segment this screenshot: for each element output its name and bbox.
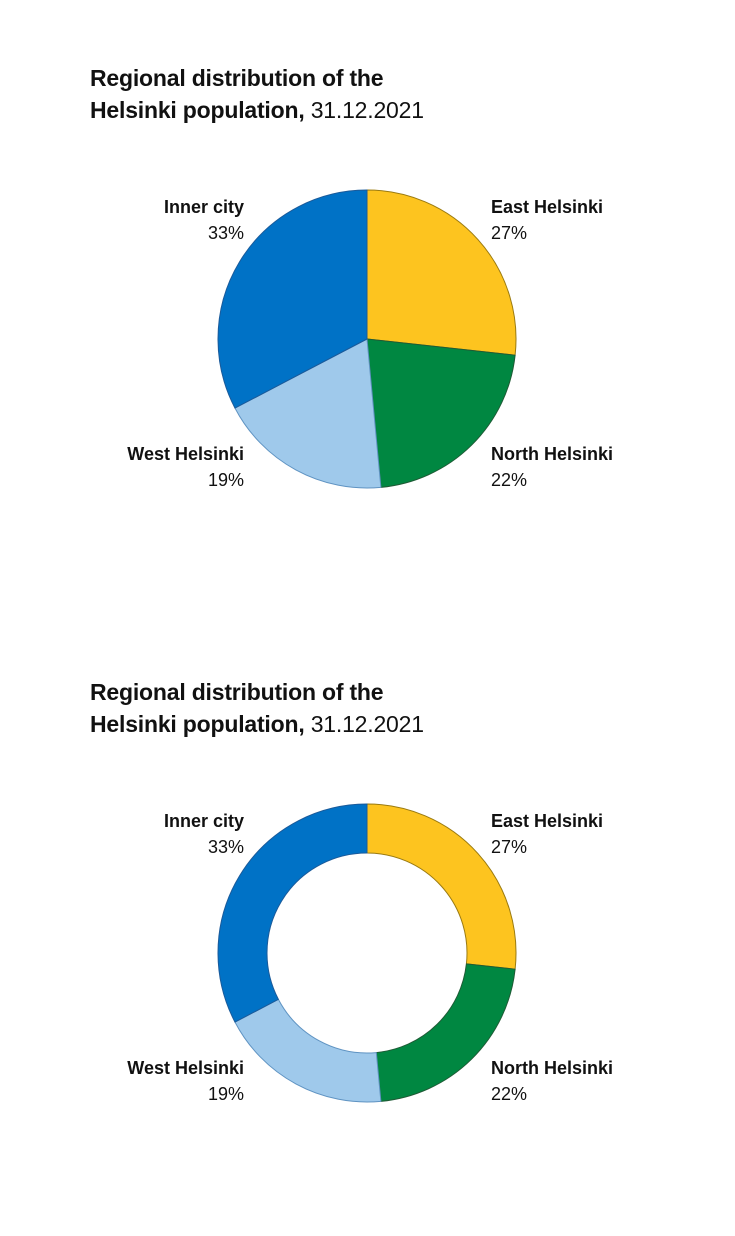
slice-north-helsinki <box>375 963 516 1102</box>
slice-value-inner-city: 33% <box>208 837 244 857</box>
slice-label-east-helsinki: East Helsinki <box>491 197 603 217</box>
slice-west-helsinki <box>234 338 382 489</box>
chart-title: Regional distribution of the Helsinki po… <box>90 676 424 740</box>
chart-title: Regional distribution of the Helsinki po… <box>90 62 424 126</box>
slice-value-west-helsinki: 19% <box>208 1084 244 1104</box>
slice-label-east-helsinki: East Helsinki <box>491 811 603 831</box>
slice-label-north-helsinki: North Helsinki <box>491 1058 613 1078</box>
slice-label-inner-city: Inner city <box>164 811 244 831</box>
slice-north-helsinki <box>366 338 516 488</box>
chart-title-line-2: Helsinki population, <box>90 97 305 123</box>
slice-label-west-helsinki: West Helsinki <box>127 444 244 464</box>
pie-chart: East Helsinki 27% North Helsinki 22% West He… <box>127 189 613 490</box>
slice-value-inner-city: 33% <box>208 223 244 243</box>
chart-title-line-1: Regional distribution of the <box>90 65 384 91</box>
donut-chart: East Helsinki 27% North Helsinki 22% West He… <box>127 803 613 1104</box>
slice-value-east-helsinki: 27% <box>491 837 527 857</box>
chart-title-line-2: Helsinki population, <box>90 711 305 737</box>
chart-title-date: 31.12.2021 <box>310 97 424 123</box>
donut-chart-block: Regional distribution of the Helsinki po… <box>0 676 735 1236</box>
chart-title-date: 31.12.2021 <box>310 711 424 737</box>
slice-value-north-helsinki: 22% <box>491 1084 527 1104</box>
slice-value-west-helsinki: 19% <box>208 470 244 490</box>
slice-inner-city <box>217 803 368 1023</box>
slice-label-inner-city: Inner city <box>164 197 244 217</box>
slice-label-north-helsinki: North Helsinki <box>491 444 613 464</box>
slice-east-helsinki <box>366 189 517 356</box>
slice-value-east-helsinki: 27% <box>491 223 527 243</box>
slice-label-west-helsinki: West Helsinki <box>127 1058 244 1078</box>
slice-value-north-helsinki: 22% <box>491 470 527 490</box>
slice-west-helsinki <box>234 998 382 1103</box>
pie-chart-block: Regional distribution of the Helsinki po… <box>0 62 735 622</box>
slice-inner-city <box>217 189 368 409</box>
chart-title-line-1: Regional distribution of the <box>90 679 384 705</box>
